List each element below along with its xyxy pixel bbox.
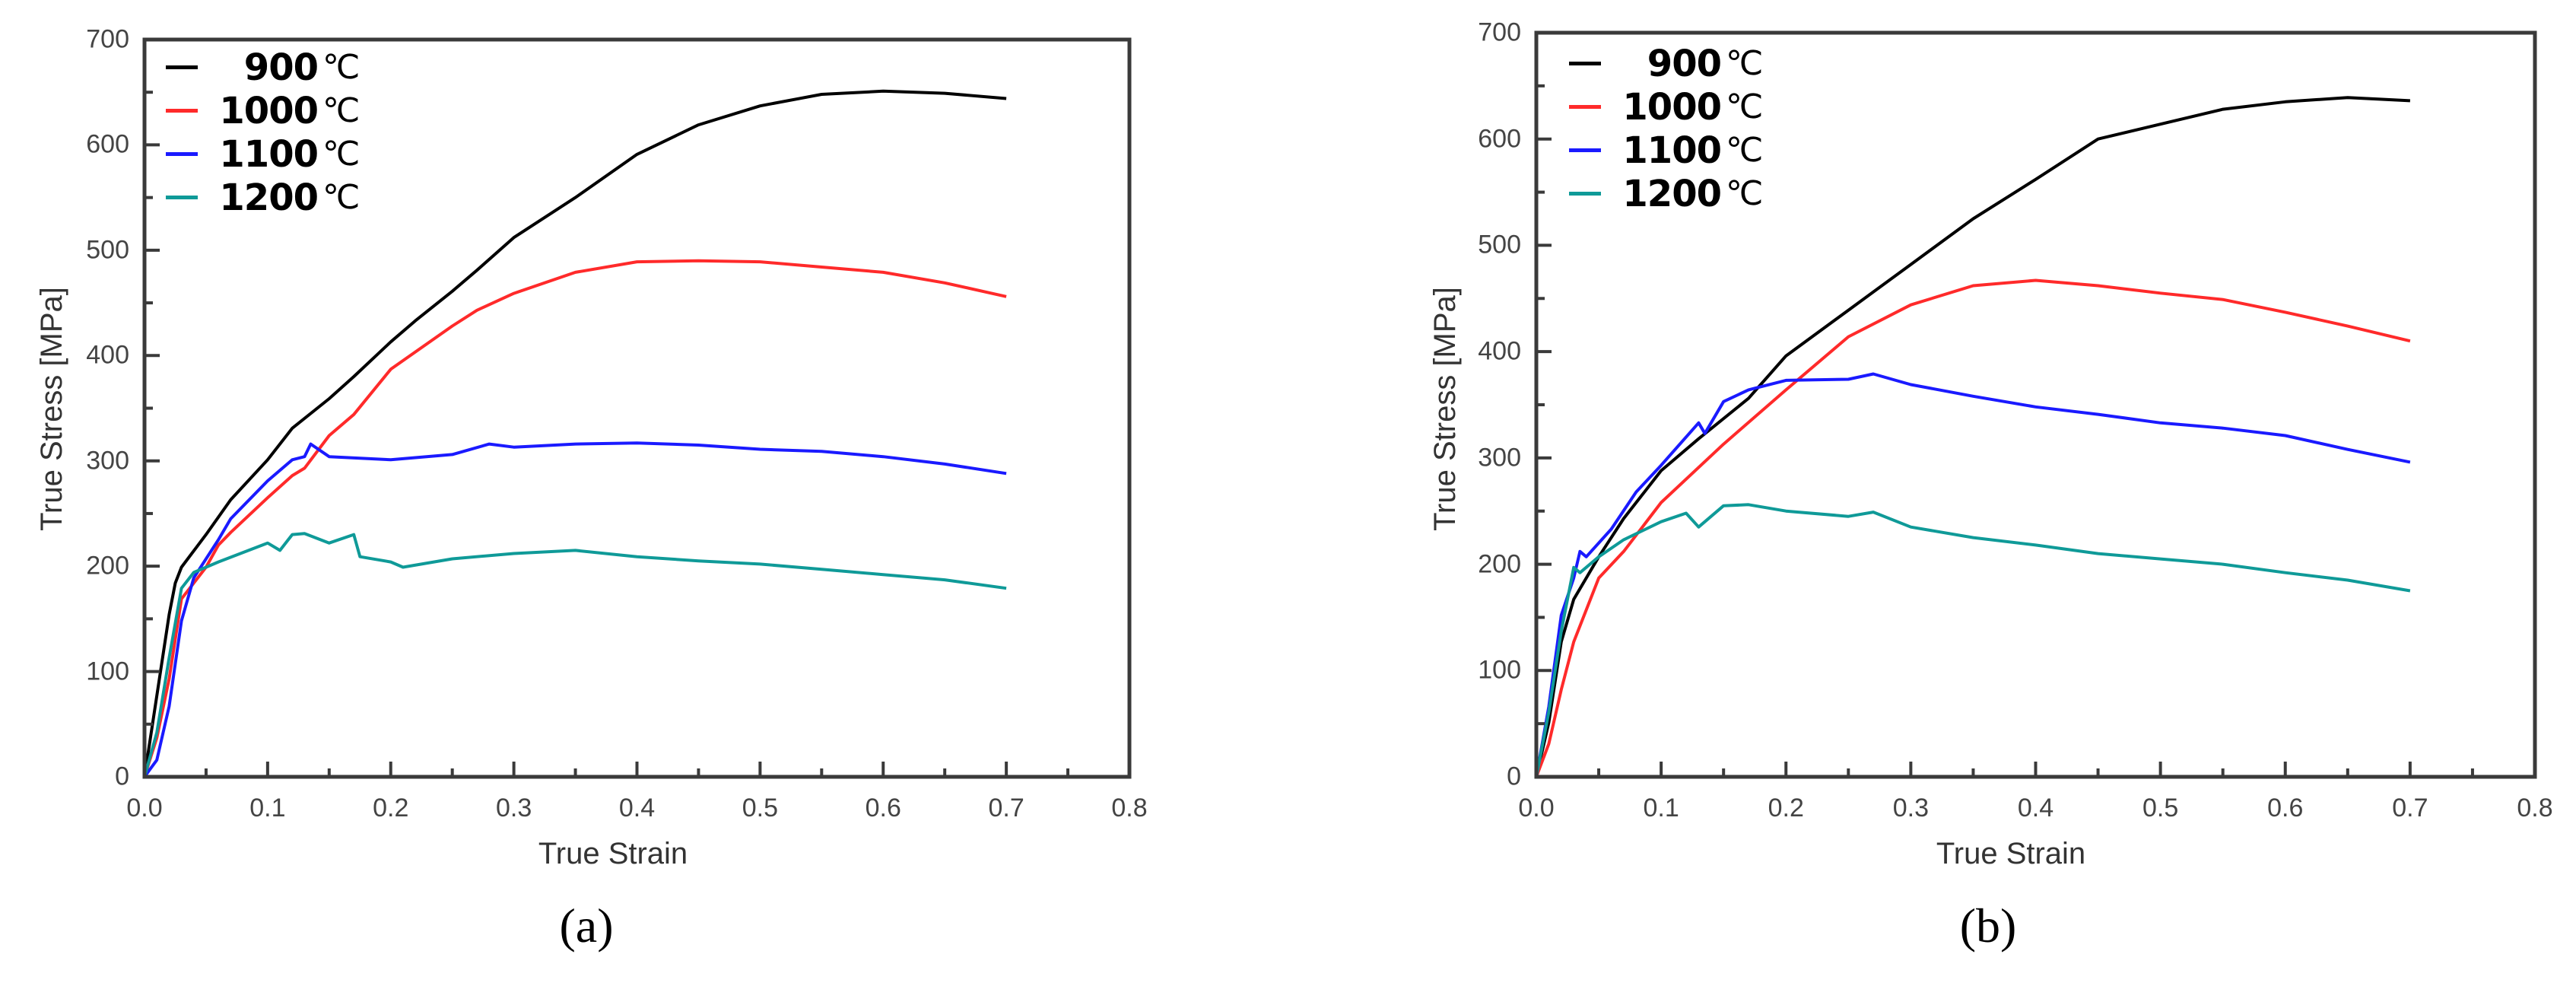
x-tick-label: 0.2 [1768,794,1804,822]
y-tick-label: 700 [86,24,129,54]
degree-celsius-unit: ℃ [1726,131,1764,170]
y-tick-label: 0 [115,762,129,791]
x-tick-label: 0.1 [249,794,286,822]
series-line [1535,278,2411,778]
y-tick-label: 600 [1478,124,1521,154]
x-tick-label: 0.3 [1892,794,1930,822]
y-tick-label: 100 [86,657,129,686]
x-tick-label: 0.8 [2517,794,2553,822]
x-tick-label: 0.6 [2267,794,2304,822]
degree-celsius-unit: ℃ [1726,174,1764,213]
legend-swatch [1569,105,1601,109]
series-line [143,532,1007,778]
x-tick-label: 0.8 [1111,794,1148,822]
x-tick-label: 0.1 [1643,794,1679,822]
legend-swatch [1569,62,1601,65]
legend-item-1200: 1200 ℃ [1569,172,1763,215]
y-tick-label: 300 [86,446,129,476]
x-tick-label: 0.6 [865,794,901,822]
legend-label: 1100 [1622,129,1722,172]
y-tick-label: 300 [1478,443,1521,472]
legend-swatch [166,152,198,156]
series-line [143,89,1007,778]
series-line [1535,372,2411,778]
x-tick-label: 0.5 [2142,794,2179,822]
legend-item-1000: 1000 ℃ [166,89,360,132]
legend-item-1100: 1100 ℃ [1569,129,1763,172]
legend-swatch [166,109,198,113]
degree-celsius-unit: ℃ [1726,44,1764,83]
legend: 900 ℃ 1000 ℃ 1100 ℃ 1200 ℃ [1569,42,1763,215]
legend-item-900: 900 ℃ [166,46,360,89]
x-tick-label: 0.7 [988,794,1024,822]
legend-label: 900 [243,46,319,89]
y-tick-label: 500 [86,235,129,265]
x-tick-label: 0.0 [126,794,163,822]
y-tick-label: 0 [1507,762,1521,791]
legend-label: 1000 [219,89,319,132]
y-tick-label: 500 [1478,230,1521,259]
x-tick-label: 0.4 [2017,794,2054,822]
legend-item-1200: 1200 ℃ [166,176,360,219]
x-tick-label: 0.3 [495,794,532,822]
x-tick-label: 0.4 [618,794,656,822]
plot-frame [1534,30,2537,779]
legend-label: 900 [1647,42,1722,85]
x-tick-label: 0.7 [2392,794,2428,822]
legend-swatch [166,196,198,199]
y-tick-label: 200 [86,551,129,581]
degree-celsius-unit: ℃ [322,91,361,130]
y-tick-label: 400 [86,340,129,370]
y-tick-label: 700 [1478,17,1521,47]
series-line [1535,503,2411,778]
y-tick-label: 600 [86,129,129,159]
legend-swatch [1569,192,1601,196]
legend-label: 1000 [1622,85,1722,129]
legend-swatch [1569,148,1601,152]
x-axis-title: True Strain [538,837,688,870]
legend-label: 1100 [219,132,319,176]
x-tick-label: 0.5 [742,794,779,822]
legend-swatch [166,65,198,69]
y-tick-label: 100 [1478,655,1521,685]
degree-celsius-unit: ℃ [322,48,361,87]
x-tick-label: 0.2 [373,794,409,822]
panel-caption: (a) [559,899,614,953]
degree-celsius-unit: ℃ [322,178,361,217]
panel-caption: (b) [1959,899,2017,953]
y-tick-label: 200 [1478,549,1521,579]
legend-item-1000: 1000 ℃ [1569,85,1763,129]
degree-celsius-unit: ℃ [1726,87,1764,126]
legend-item-1100: 1100 ℃ [166,132,360,176]
degree-celsius-unit: ℃ [322,135,361,173]
legend-label: 1200 [219,176,319,219]
legend-item-900: 900 ℃ [1569,42,1763,85]
series-line [143,441,1007,778]
x-axis-title: True Strain [1936,837,2086,870]
series-line [1535,96,2411,778]
legend-label: 1200 [1622,172,1722,215]
y-tick-label: 400 [1478,336,1521,366]
legend: 900 ℃ 1000 ℃ 1100 ℃ 1200 ℃ [166,46,360,219]
x-tick-label: 0.0 [1518,794,1555,822]
